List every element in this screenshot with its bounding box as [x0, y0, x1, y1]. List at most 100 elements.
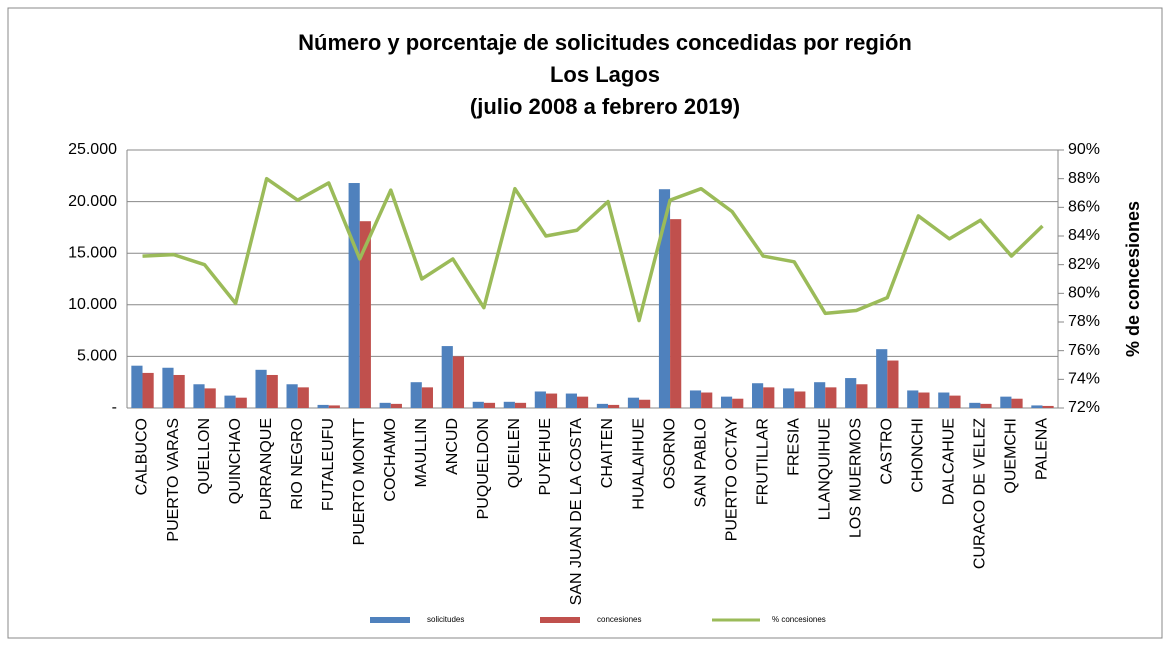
y2-tick-label: 78%: [1068, 313, 1100, 330]
bar: [876, 349, 888, 408]
bar: [193, 384, 205, 408]
x-tick-label: QUINCHAO: [227, 418, 244, 504]
bar: [503, 401, 515, 408]
bar: [452, 356, 465, 408]
chart-title: Número y porcentaje de solicitudes conce…: [298, 30, 912, 55]
bar: [980, 403, 992, 408]
bar: [142, 372, 154, 408]
y2-tick-label: 80%: [1068, 285, 1100, 302]
x-tick-label: QUELLON: [196, 418, 213, 494]
y2-tick-label: 84%: [1068, 227, 1100, 244]
bar: [328, 405, 340, 408]
bar: [286, 384, 298, 408]
bar: [670, 219, 682, 408]
y2-tick-label: 86%: [1068, 199, 1100, 216]
x-tick-label: RIO NEGRO: [289, 418, 306, 510]
bar: [173, 374, 185, 408]
chart-title: (julio 2008 a febrero 2019): [470, 94, 740, 119]
bar: [1042, 405, 1054, 408]
x-tick-label: FRESIA: [785, 418, 802, 476]
bar: [390, 403, 402, 408]
x-tick-label: QUEILEN: [506, 418, 523, 488]
bar: [794, 391, 806, 408]
bar: [783, 388, 795, 408]
bar: [1011, 398, 1023, 408]
bar: [534, 391, 546, 408]
bar: [701, 392, 713, 408]
bar: [845, 378, 857, 408]
bar: [732, 398, 744, 408]
x-tick-label: CASTRO: [879, 418, 896, 485]
bar: [565, 393, 577, 408]
x-tick-label: DALCAHUE: [941, 418, 958, 505]
y2-tick-label: 72%: [1068, 399, 1100, 416]
legend-swatch: [540, 617, 580, 623]
x-tick-label: PUERTO OCTAY: [723, 418, 740, 542]
bar: [514, 402, 527, 408]
x-tick-label: PUERTO MONTT: [351, 418, 368, 546]
bar: [472, 401, 484, 408]
bar: [224, 395, 236, 408]
bar: [596, 403, 609, 408]
x-tick-label: LLANQUIHUE: [816, 418, 833, 520]
bar: [131, 365, 143, 408]
y-tick-label: -: [112, 399, 117, 416]
bar: [235, 397, 247, 408]
x-tick-label: ANCUD: [444, 418, 461, 475]
y2-tick-label: 76%: [1068, 342, 1100, 359]
bar: [689, 390, 702, 408]
bar: [639, 399, 651, 408]
bar: [317, 404, 329, 408]
bar: [545, 393, 558, 408]
x-tick-label: LOS MUERMOS: [848, 418, 865, 538]
bar: [483, 402, 496, 408]
bar: [348, 183, 360, 408]
chart-border: [7, 7, 1163, 639]
legend-swatch: [370, 617, 410, 623]
x-tick-label: COCHAMO: [382, 418, 399, 502]
bar: [949, 395, 961, 408]
bar: [938, 392, 950, 408]
y2-tick-label: 88%: [1068, 170, 1100, 187]
bar: [266, 374, 278, 408]
bar: [410, 382, 422, 408]
legend-label: concesiones: [597, 615, 641, 624]
bar: [1031, 405, 1043, 408]
chart-title: Los Lagos: [550, 62, 660, 87]
bar: [297, 387, 309, 408]
bar: [608, 404, 620, 408]
bar: [162, 367, 174, 408]
x-tick-label: CHAITEN: [599, 418, 616, 488]
x-tick-label: SAN PABLO: [692, 418, 709, 508]
x-tick-label: FRUTILLAR: [754, 418, 771, 505]
y-tick-label: 5.000: [77, 348, 117, 365]
y2-axis-label: % de concesiones: [1123, 201, 1143, 357]
y-tick-label: 25.000: [68, 141, 117, 158]
bar: [856, 384, 868, 408]
bar: [763, 387, 775, 408]
x-tick-label: CURACO DE VELEZ: [972, 418, 989, 569]
bar: [359, 221, 371, 408]
bar: [814, 382, 826, 408]
y2-tick-label: 90%: [1068, 141, 1100, 158]
line: [142, 176, 1044, 323]
y-tick-label: 15.000: [68, 244, 117, 261]
x-tick-label: CHONCHI: [910, 418, 927, 493]
x-tick-label: PUYEHUE: [537, 418, 554, 495]
bar: [907, 390, 919, 408]
x-tick-label: PUERTO VARAS: [165, 418, 182, 542]
x-tick-label: CALBUCO: [134, 418, 151, 495]
bar: [658, 189, 671, 408]
bar: [204, 388, 216, 408]
x-tick-label: OSORNO: [661, 418, 678, 489]
x-tick-label: PUQUELDON: [475, 418, 492, 519]
x-tick-label: PALENA: [1034, 418, 1051, 480]
bar: [576, 396, 589, 408]
x-tick-label: FUTALEUFU: [320, 418, 337, 511]
bar: [918, 392, 930, 408]
bar: [1000, 396, 1012, 408]
bar: [421, 387, 433, 408]
bar: [969, 402, 981, 408]
y-tick-label: 20.000: [68, 193, 117, 210]
x-tick-label: MAULLIN: [413, 418, 430, 487]
